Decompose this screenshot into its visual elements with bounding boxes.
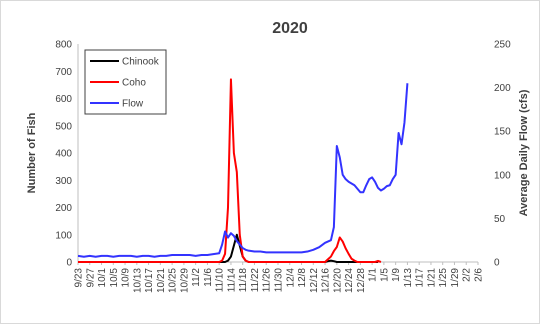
x-tick-label: 1/9 xyxy=(391,268,402,282)
left-y-tick-label: 700 xyxy=(55,67,72,78)
series-line-flow xyxy=(77,83,409,258)
x-tick-label: 11/18 xyxy=(238,268,249,293)
x-tick-label: 1/17 xyxy=(415,268,426,288)
legend-label-chinook: Chinook xyxy=(122,57,160,68)
left-y-tick-label: 800 xyxy=(55,40,72,51)
x-tick-label: 12/12 xyxy=(309,268,320,293)
series-layer xyxy=(77,78,409,263)
x-tick-label: 2/6 xyxy=(474,268,485,282)
left-y-tick-label: 300 xyxy=(55,176,72,187)
x-tick-label: 10/29 xyxy=(179,268,190,293)
legend-label-flow: Flow xyxy=(122,99,144,110)
x-tick-label: 10/1 xyxy=(97,268,108,288)
chart-title: 2020 xyxy=(272,20,308,37)
left-y-tick-label: 0 xyxy=(66,258,72,269)
x-tick-label: 1/29 xyxy=(450,268,461,288)
right-y-tick-label: 0 xyxy=(494,258,500,269)
x-tick-label: 11/14 xyxy=(226,268,237,293)
x-tick-label: 10/9 xyxy=(121,268,132,288)
legend: Chinook Coho Flow xyxy=(84,49,167,115)
left-y-tick-label: 600 xyxy=(55,94,72,105)
x-tick-label: 11/10 xyxy=(215,268,226,293)
x-tick-label: 12/28 xyxy=(356,268,367,293)
x-tick-label: 12/24 xyxy=(344,268,355,293)
right-y-ticks: 0 50 100 150 200 250 xyxy=(494,40,511,269)
x-tick-label: 2/2 xyxy=(462,268,473,282)
x-tick-label: 1/5 xyxy=(379,268,390,282)
left-y-tick-label: 100 xyxy=(55,230,72,241)
x-tick-label: 1/21 xyxy=(426,268,437,288)
x-tick-label: 9/27 xyxy=(85,268,96,288)
x-tick-label: 12/4 xyxy=(285,268,296,288)
x-ticks: 9/23 9/27 10/1 10/5 10/9 10/13 10/17 10/21 10/25… xyxy=(74,262,485,293)
right-y-tick-label: 100 xyxy=(494,170,511,181)
x-tick-label: 11/30 xyxy=(274,268,285,293)
right-axis-title: Average Daily Flow (cfs) xyxy=(518,89,530,216)
x-tick-label: 1/25 xyxy=(438,268,449,288)
x-tick-label: 11/2 xyxy=(191,268,202,287)
x-tick-label: 1/13 xyxy=(403,268,414,288)
x-tick-label: 10/13 xyxy=(132,268,143,293)
x-tick-label: 11/6 xyxy=(203,268,214,287)
x-tick-label: 10/17 xyxy=(144,268,155,293)
left-y-ticks: 0 100 200 300 400 500 600 700 800 xyxy=(55,40,72,269)
x-tick-label: 10/21 xyxy=(156,268,167,293)
series-line-coho xyxy=(78,78,382,263)
x-tick-label: 12/20 xyxy=(332,268,343,293)
right-y-tick-label: 200 xyxy=(494,83,511,94)
left-y-tick-label: 400 xyxy=(55,149,72,160)
left-y-tick-label: 500 xyxy=(55,121,72,132)
x-tick-label: 12/16 xyxy=(321,268,332,293)
x-tick-label: 11/26 xyxy=(262,268,273,293)
x-tick-label: 11/22 xyxy=(250,268,261,293)
right-y-tick-label: 50 xyxy=(494,214,506,225)
legend-label-coho: Coho xyxy=(122,78,146,89)
left-axis-title: Number of Fish xyxy=(26,112,38,193)
x-tick-label: 12/8 xyxy=(297,268,308,288)
x-tick-label: 10/25 xyxy=(168,268,179,293)
x-tick-label: 9/23 xyxy=(74,268,85,288)
right-y-tick-label: 250 xyxy=(494,40,511,51)
x-tick-label: 1/1 xyxy=(368,268,379,282)
right-y-tick-label: 150 xyxy=(494,127,511,138)
left-y-tick-label: 200 xyxy=(55,203,72,214)
x-tick-label: 10/5 xyxy=(109,268,120,288)
